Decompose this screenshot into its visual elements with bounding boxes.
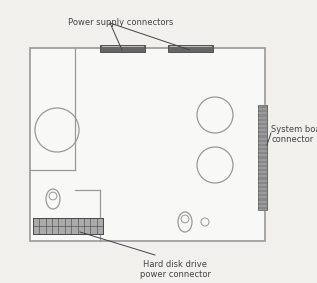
Bar (168, 45, 213, 52)
Bar (100, 45, 145, 52)
Bar (258, 105, 267, 210)
Bar (30, 48, 265, 241)
Text: Hard disk drive
power connector: Hard disk drive power connector (139, 260, 210, 279)
Text: Power supply connectors: Power supply connectors (68, 18, 173, 27)
Bar (33, 218, 103, 234)
Text: System board
connector: System board connector (271, 125, 317, 144)
